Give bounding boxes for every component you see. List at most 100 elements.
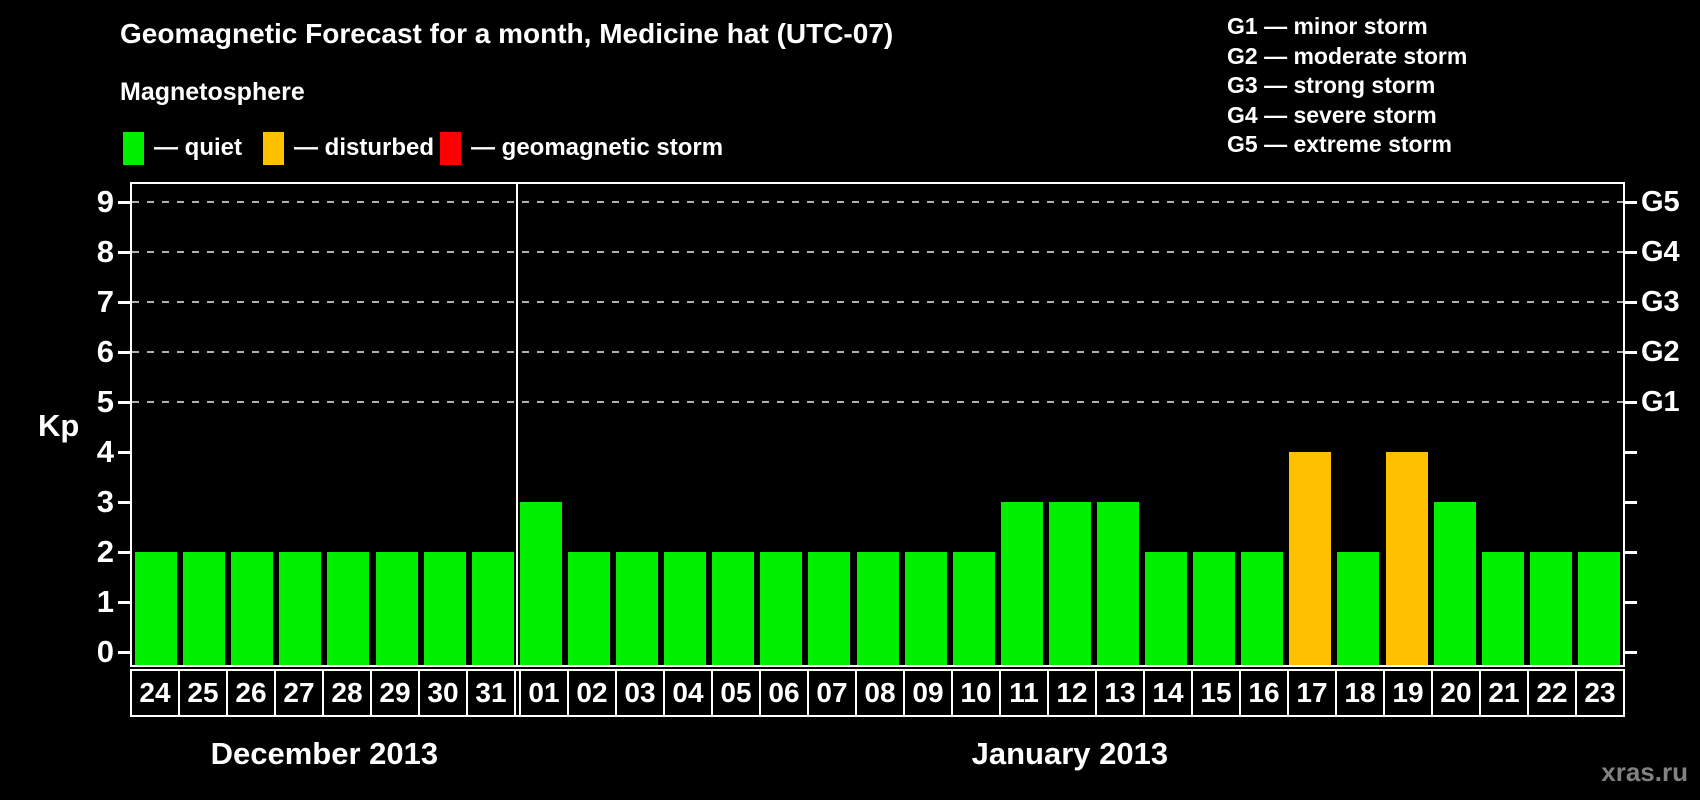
day-cell-02: 02	[569, 671, 617, 715]
plot-area	[130, 182, 1625, 667]
day-cells-strip: 24 25 26 27 28 29 30 31 01 02 03 04 05 06 07 08 09 10 11 12…	[130, 669, 1625, 717]
kp-bar-day-05	[712, 552, 755, 665]
chart-title: Geomagnetic Forecast for a month, Medici…	[120, 18, 894, 49]
g-axis-label-g1: G1	[1641, 386, 1680, 418]
day-cell-14: 14	[1145, 671, 1193, 715]
day-cell-03: 03	[617, 671, 665, 715]
kp-bar-day-16	[1241, 552, 1284, 665]
y-tick-label-6: 6	[96, 334, 114, 369]
legend-item-storm: — geomagnetic storm	[440, 131, 723, 165]
y-tick-left-5	[118, 401, 130, 404]
storm-scale-line-5: G5 — extreme storm	[1227, 131, 1452, 157]
month-separator	[515, 184, 518, 665]
kp-bar-day-18	[1337, 552, 1380, 665]
y-tick-right-0	[1625, 651, 1637, 654]
kp-bar-day-30	[423, 552, 466, 665]
kp-bar-day-17	[1289, 452, 1332, 665]
y-tick-left-6	[118, 351, 130, 354]
gridline-kp7	[132, 301, 1623, 303]
y-tick-label-5: 5	[96, 384, 114, 419]
legend-item-quiet: — quiet	[123, 131, 242, 165]
day-cell-01: 01	[519, 671, 569, 715]
storm-scale-line-1: G1 — minor storm	[1227, 13, 1428, 39]
y-tick-label-9: 9	[96, 184, 114, 219]
g-axis-label-g2: G2	[1641, 336, 1680, 368]
day-cell-20: 20	[1433, 671, 1481, 715]
watermark: xras.ru	[1601, 757, 1688, 787]
y-tick-right-7	[1625, 301, 1637, 304]
storm-swatch-icon	[440, 131, 461, 165]
y-tick-label-0: 0	[96, 634, 114, 669]
kp-bar-day-10	[952, 552, 995, 665]
day-cell-08: 08	[857, 671, 905, 715]
kp-bar-day-25	[183, 552, 226, 665]
day-cell-10: 10	[953, 671, 1001, 715]
gridline-kp6	[132, 351, 1623, 353]
kp-bar-day-20	[1433, 502, 1476, 665]
kp-bar-day-26	[231, 552, 274, 665]
gridline-kp8	[132, 251, 1623, 253]
storm-scale-legend: G1 — minor storm G2 — moderate storm G3 — …	[1227, 12, 1467, 160]
day-cell-17: 17	[1289, 671, 1337, 715]
y-tick-label-7: 7	[96, 284, 114, 319]
kp-bar-day-04	[664, 552, 707, 665]
day-cell-05: 05	[713, 671, 761, 715]
y-tick-right-9	[1625, 201, 1637, 204]
kp-bar-day-02	[567, 552, 610, 665]
g-axis-label-g4: G4	[1641, 236, 1680, 268]
y-axis-title: Kp	[38, 408, 80, 443]
day-cell-07: 07	[809, 671, 857, 715]
y-tick-left-1	[118, 601, 130, 604]
day-cell-25: 25	[180, 671, 228, 715]
gridline-kp5	[132, 401, 1623, 403]
day-cell-04: 04	[665, 671, 713, 715]
y-tick-label-8: 8	[96, 234, 114, 269]
legend-label-storm: — geomagnetic storm	[471, 134, 724, 161]
kp-bar-day-29	[375, 552, 418, 665]
kp-bar-day-24	[135, 552, 178, 665]
kp-bar-day-11	[1000, 502, 1043, 665]
day-cell-31: 31	[468, 671, 516, 715]
disturbed-swatch-icon	[263, 131, 284, 165]
kp-bar-day-08	[856, 552, 899, 665]
kp-bar-day-31	[471, 552, 514, 665]
day-cell-16: 16	[1241, 671, 1289, 715]
y-tick-right-4	[1625, 451, 1637, 454]
kp-bar-day-03	[616, 552, 659, 665]
day-cell-06: 06	[761, 671, 809, 715]
y-tick-label-4: 4	[96, 434, 114, 469]
kp-bar-day-21	[1481, 552, 1524, 665]
y-tick-right-3	[1625, 501, 1637, 504]
kp-bar-day-01	[519, 502, 562, 665]
gridline-kp9	[132, 201, 1623, 203]
y-tick-left-4	[118, 451, 130, 454]
kp-bar-day-23	[1577, 552, 1620, 665]
day-cell-13: 13	[1097, 671, 1145, 715]
y-tick-left-8	[118, 251, 130, 254]
kp-bar-day-22	[1529, 552, 1572, 665]
y-tick-left-0	[118, 651, 130, 654]
y-tick-label-1: 1	[96, 584, 114, 619]
legend-label-quiet: — quiet	[154, 134, 242, 161]
kp-bar-day-07	[808, 552, 851, 665]
storm-scale-line-4: G4 — severe storm	[1227, 101, 1437, 128]
y-tick-right-2	[1625, 551, 1637, 554]
y-tick-right-6	[1625, 351, 1637, 354]
day-cell-23: 23	[1584, 677, 1616, 708]
kp-bar-day-13	[1096, 502, 1139, 665]
y-tick-label-3: 3	[96, 484, 114, 519]
day-cell-18: 18	[1337, 671, 1385, 715]
g-axis-label-g3: G3	[1641, 286, 1680, 318]
day-cell-30: 30	[420, 671, 468, 715]
y-tick-left-2	[118, 551, 130, 554]
day-cell-22: 22	[1529, 671, 1577, 715]
day-cell-11: 11	[1001, 671, 1049, 715]
day-cell-09: 09	[905, 671, 953, 715]
day-cell-24: 24	[132, 671, 180, 715]
day-cell-21: 21	[1481, 671, 1529, 715]
y-tick-left-9	[118, 201, 130, 204]
y-tick-right-5	[1625, 401, 1637, 404]
kp-bar-day-14	[1145, 552, 1188, 665]
y-tick-label-2: 2	[96, 534, 114, 569]
